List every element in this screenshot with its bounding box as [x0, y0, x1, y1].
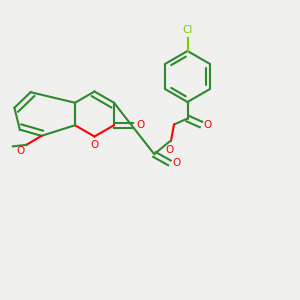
- Text: Cl: Cl: [182, 25, 193, 35]
- Text: O: O: [165, 145, 174, 154]
- Text: O: O: [136, 120, 144, 130]
- Text: O: O: [172, 158, 180, 168]
- Text: O: O: [90, 140, 99, 150]
- Text: O: O: [203, 119, 212, 130]
- Text: O: O: [17, 146, 25, 156]
